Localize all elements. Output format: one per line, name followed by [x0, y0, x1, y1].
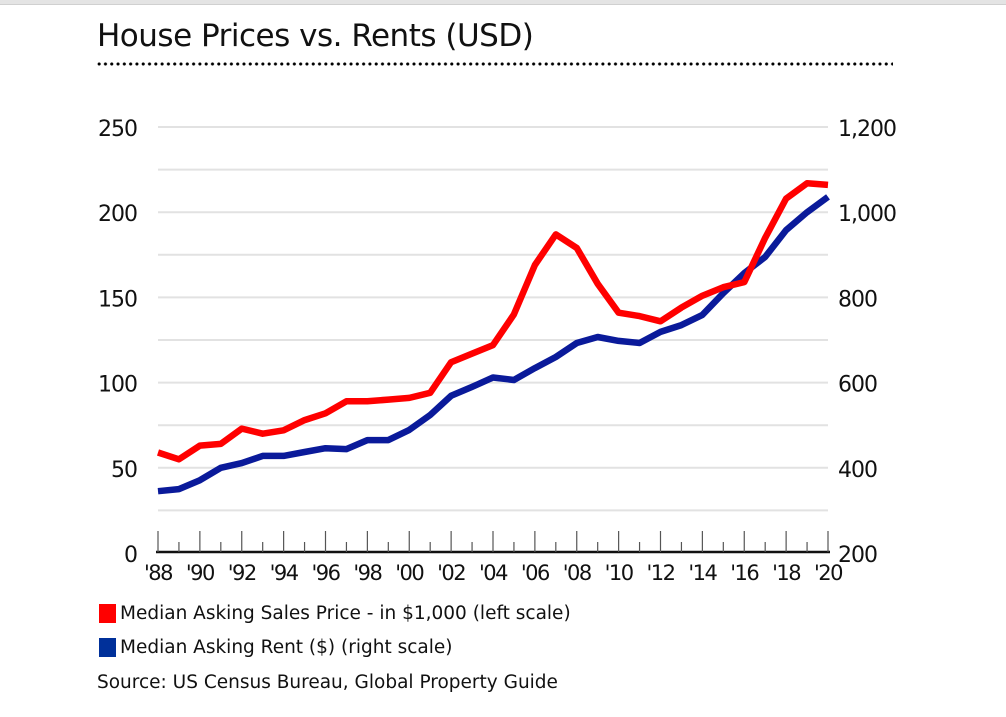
right-axis-tick-label: 400	[838, 458, 877, 483]
left-axis-tick-label: 100	[98, 373, 137, 398]
left-axis-tick-label: 0	[124, 543, 137, 568]
right-axis-tick-label: 1,200	[838, 117, 896, 142]
x-axis-tick-label: '08	[563, 561, 591, 585]
right-axis-tick-label: 200	[838, 543, 877, 568]
legend-label-price: Median Asking Sales Price - in $1,000 (l…	[120, 603, 571, 624]
x-axis-tick-label: '00	[395, 561, 423, 585]
x-axis-tick-label: '94	[270, 561, 299, 585]
x-axis-tick-label: '96	[312, 561, 341, 585]
title-dotted-underline	[96, 62, 893, 66]
x-axis-tick-label: '10	[605, 561, 633, 585]
left-axis-tick-label: 150	[98, 287, 137, 312]
right-axis-tick-label: 1,000	[838, 202, 896, 227]
legend-item-rent: Median Asking Rent ($) (right scale)	[99, 637, 452, 658]
left-axis-tick-label: 250	[98, 117, 137, 142]
x-axis-tick-label: '20	[814, 561, 842, 585]
right-axis-labels: 200 400 600 800 1,000 1,200	[838, 117, 897, 568]
right-axis-tick-label: 800	[838, 287, 877, 312]
legend-item-price: Median Asking Sales Price - in $1,000 (l…	[99, 603, 571, 624]
legend-swatch-red	[99, 604, 116, 623]
x-axis-tick-label: '02	[437, 561, 465, 585]
gridlines	[158, 126, 828, 512]
x-axis-tick-label: '06	[521, 561, 550, 585]
x-axis-tick-label: '04	[479, 561, 508, 585]
legend-label-rent: Median Asking Rent ($) (right scale)	[120, 637, 453, 658]
price-series-line	[156, 179, 829, 463]
left-axis-tick-label: 50	[111, 458, 137, 483]
x-axis-tick-label: '98	[353, 561, 381, 585]
x-axis-tick-label: '18	[772, 561, 800, 585]
x-axis-tick-label: '92	[228, 561, 256, 585]
series-lines	[156, 179, 830, 495]
legend-swatch-blue	[99, 638, 116, 657]
chart-title: House Prices vs. Rents (USD)	[97, 18, 534, 54]
x-axis-tick-label: '88	[144, 561, 172, 585]
left-axis-labels: 0 50 100 150 200 250	[98, 117, 138, 568]
x-axis-tick-label: '16	[730, 561, 759, 585]
window-top-border	[0, 0, 1006, 5]
left-axis-tick-label: 200	[98, 202, 137, 227]
right-axis-tick-label: 600	[838, 373, 877, 398]
x-axis: '88 '90 '92 '94 '96 '98 '00 '02 '04 '06 '08 '10 '12 '…	[144, 531, 844, 585]
x-axis-tick-label: '90	[186, 561, 214, 585]
source-note: Source: US Census Bureau, Global Propert…	[97, 672, 558, 693]
x-axis-tick-label: '12	[647, 561, 675, 585]
x-axis-tick-label: '14	[688, 561, 717, 585]
